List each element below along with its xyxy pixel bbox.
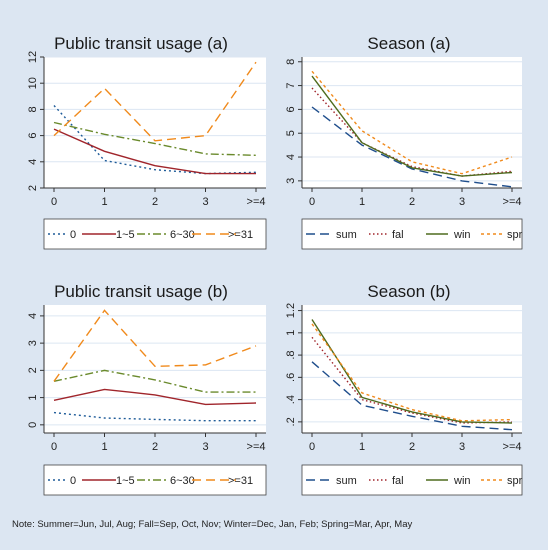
y-tick-label: 6 <box>285 106 297 112</box>
chart-title: Season (b) <box>367 282 450 301</box>
chart-panel-3: Public transit usage (b) 0 1 2 3 4 0 1 2 3 >=4 0 1~5… <box>27 282 267 496</box>
y-tick-label: 0 <box>27 422 39 428</box>
series-line-630 <box>53 369 256 393</box>
y-tick-label: 1.2 <box>285 303 297 318</box>
x-tick-label: 1 <box>359 196 365 208</box>
series-line-0 <box>53 105 257 175</box>
x-tick-label: >=4 <box>503 441 522 453</box>
y-tick-label: .4 <box>285 395 297 404</box>
series-line-sum <box>311 106 513 188</box>
x-tick-label: 3 <box>202 441 208 453</box>
series-line-630 <box>53 121 257 156</box>
legend-label: win <box>453 475 471 487</box>
legend-label: 1~5 <box>116 475 135 487</box>
x-tick-label: 0 <box>51 441 57 453</box>
legend-label: >=31 <box>228 475 253 487</box>
legend-label: 0 <box>70 475 76 487</box>
series-line-spr <box>311 323 513 422</box>
y-tick-label: 4 <box>27 159 39 165</box>
chart-title: Public transit usage (b) <box>54 282 228 301</box>
y-tick-label: .6 <box>285 373 297 382</box>
y-tick-label: 6 <box>27 133 39 139</box>
y-tick-label: 10 <box>27 77 39 89</box>
legend-label: 1~5 <box>116 229 135 241</box>
plot-area <box>302 305 522 433</box>
x-tick-label: 3 <box>202 196 208 208</box>
y-tick-label: 4 <box>285 154 297 160</box>
y-tick-label: 5 <box>285 130 297 136</box>
y-tick-label: 1 <box>285 330 297 336</box>
chart-panel-4: Season (b) .2 .4 .6 .8 1 1.2 0 1 2 3 >=4 sum fal win sp… <box>285 282 523 496</box>
x-tick-label: >=4 <box>503 196 522 208</box>
x-tick-label: 0 <box>309 196 315 208</box>
x-tick-label: 0 <box>51 196 57 208</box>
x-tick-label: 2 <box>409 196 415 208</box>
y-tick-label: 7 <box>285 83 297 89</box>
x-tick-label: 2 <box>152 196 158 208</box>
x-tick-label: 1 <box>359 441 365 453</box>
x-tick-label: 3 <box>459 196 465 208</box>
y-tick-label: 2 <box>27 185 39 191</box>
x-tick-label: 1 <box>101 441 107 453</box>
legend-label: spr <box>507 475 523 487</box>
legend-label: 0 <box>70 229 76 241</box>
legend-label: sum <box>336 475 357 487</box>
legend-label: win <box>453 229 471 241</box>
x-tick-label: 0 <box>309 441 315 453</box>
legend-label: fal <box>392 475 404 487</box>
series-line-31 <box>53 309 257 382</box>
y-tick-label: 4 <box>27 313 39 319</box>
chart-panel-2: Season (a) 3 4 5 6 7 8 0 1 2 3 >=4 sum fal win spr <box>285 34 523 250</box>
y-tick-label: .8 <box>285 350 297 359</box>
x-tick-label: 2 <box>409 441 415 453</box>
series-line-31 <box>53 61 257 142</box>
plot-area <box>44 305 266 433</box>
legend-label: spr <box>507 229 523 241</box>
x-tick-label: >=4 <box>247 196 266 208</box>
series-line-sum <box>311 361 513 431</box>
series-line-spr <box>311 70 513 175</box>
series-line-win <box>311 75 513 177</box>
series-line-0 <box>53 411 256 422</box>
footnote: Note: Summer=Jun, Jul, Aug; Fall=Sep, Oc… <box>12 519 412 530</box>
plot-area <box>44 57 266 188</box>
y-tick-label: 8 <box>285 59 297 65</box>
legend-label: fal <box>392 229 404 241</box>
legend-box <box>301 218 523 250</box>
legend-box <box>301 464 523 496</box>
legend-label: >=31 <box>228 229 253 241</box>
x-tick-label: 3 <box>459 441 465 453</box>
legend-label: 6~30 <box>170 229 195 241</box>
y-tick-label: 2 <box>27 367 39 373</box>
y-tick-label: .2 <box>285 417 297 426</box>
chart-title: Public transit usage (a) <box>54 34 228 53</box>
series-line-win <box>311 319 513 424</box>
x-tick-label: 2 <box>152 441 158 453</box>
y-tick-label: 8 <box>27 106 39 112</box>
y-tick-label: 1 <box>27 395 39 401</box>
y-tick-label: 3 <box>27 340 39 346</box>
legend-label: 6~30 <box>170 475 195 487</box>
series-line-fal <box>311 336 513 424</box>
legend-label: sum <box>336 229 357 241</box>
x-tick-label: 1 <box>101 196 107 208</box>
x-tick-label: >=4 <box>247 441 266 453</box>
chart-title: Season (a) <box>367 34 450 53</box>
series-line-15 <box>53 388 257 406</box>
y-tick-label: 12 <box>27 51 39 63</box>
y-tick-label: 3 <box>285 178 297 184</box>
series-line-15 <box>53 128 256 175</box>
